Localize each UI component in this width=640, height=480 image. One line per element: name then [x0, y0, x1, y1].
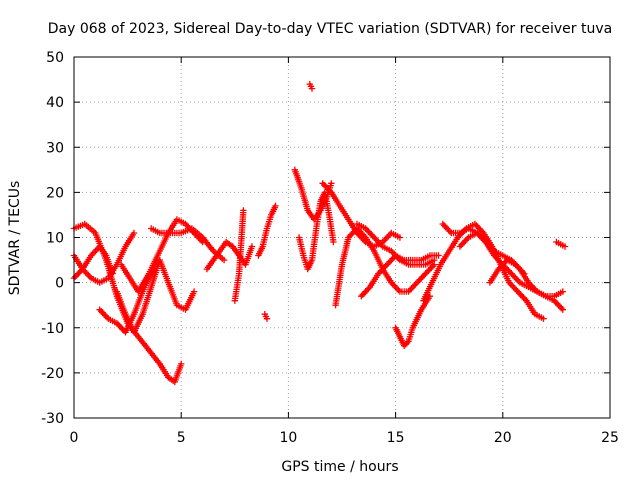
series-track-19 — [392, 293, 434, 349]
x-tick-label: 0 — [70, 430, 79, 446]
data-point-marker — [540, 315, 547, 322]
y-tick-label: -20 — [41, 366, 64, 382]
x-tick-label: 10 — [279, 430, 297, 446]
series-track-23 — [486, 256, 528, 286]
series-track-05 — [113, 256, 198, 336]
series-track-18 — [353, 220, 438, 268]
series-track-24 — [553, 238, 569, 250]
data-point-marker — [190, 288, 198, 295]
data-point-marker — [220, 256, 228, 264]
series-track-11 — [261, 311, 271, 322]
series-track-03 — [70, 243, 116, 282]
data-point-marker — [561, 243, 569, 250]
series-track-14 — [306, 80, 316, 92]
data-point-marker — [272, 202, 279, 210]
x-tick-label: 20 — [494, 430, 512, 446]
y-tick-label: -30 — [41, 411, 64, 427]
series-track-07 — [148, 225, 228, 264]
x-axis-label: GPS time / hours — [281, 459, 398, 475]
series-track-10 — [255, 202, 279, 259]
chart-title: Day 068 of 2023, Sidereal Day-to-day VTE… — [48, 21, 612, 37]
y-tick-label: 50 — [46, 50, 64, 66]
data-point-marker — [248, 243, 256, 250]
data-point-marker — [521, 270, 528, 277]
data-point-marker — [431, 256, 438, 264]
y-tick-label: 40 — [46, 95, 64, 111]
y-tick-label: 10 — [46, 231, 64, 247]
y-tick-label: -10 — [41, 321, 64, 337]
data-point-marker — [263, 315, 271, 322]
data-point-marker — [559, 288, 566, 295]
x-tick-label: 5 — [177, 430, 186, 446]
data-point-marker — [396, 234, 404, 241]
data-point-marker — [130, 229, 138, 237]
grid-lines — [74, 57, 610, 418]
y-tick-label: 20 — [46, 185, 64, 201]
x-tick-label: 15 — [387, 430, 405, 446]
series-track-22 — [456, 229, 566, 300]
y-axis-label: SDTVAR / TECUs — [7, 181, 23, 296]
series-track-04 — [96, 256, 161, 336]
data-point-marker — [109, 270, 116, 277]
axis-ticks: 0 5 10 15 20 25 -30 -20 -10 0 10 20 30 40 50 — [41, 50, 619, 446]
data-series — [70, 80, 569, 386]
data-point-marker — [178, 360, 185, 368]
x-tick-label: 25 — [601, 430, 619, 446]
data-point-marker — [240, 207, 247, 214]
data-point-marker — [559, 306, 566, 313]
data-point-marker — [308, 85, 316, 92]
y-tick-label: 30 — [46, 140, 64, 156]
data-point-marker — [330, 238, 337, 246]
series-track-09 — [231, 207, 247, 304]
data-point-marker — [435, 252, 442, 259]
y-tick-label: 0 — [55, 276, 64, 292]
data-point-marker — [328, 180, 335, 187]
